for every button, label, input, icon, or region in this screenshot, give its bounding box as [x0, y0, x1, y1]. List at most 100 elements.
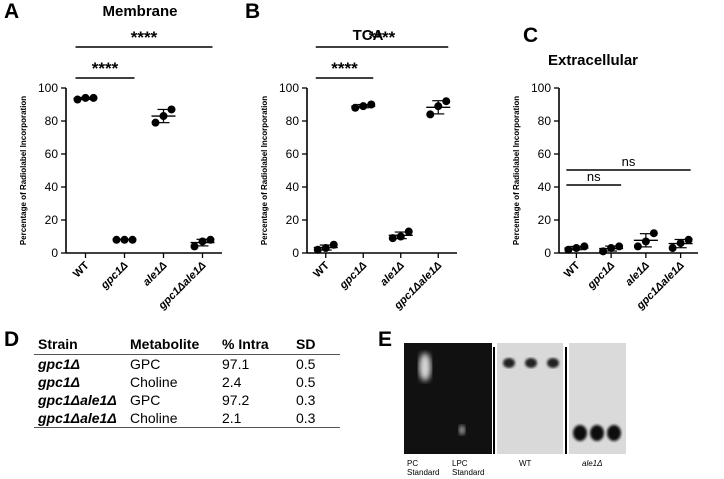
y-tick-label: 60: [45, 147, 59, 161]
data-point: [120, 235, 129, 244]
data-point: [633, 242, 642, 251]
table-row: gpc1Δale1Δ GPC 97.2 0.3: [34, 391, 340, 409]
panel-letter-a: A: [4, 0, 20, 23]
cell-intra: 2.4: [222, 374, 242, 390]
table-row: gpc1Δ GPC 97.1 0.5: [34, 355, 340, 374]
y-tick-label: 20: [45, 213, 59, 227]
data-point: [564, 245, 573, 254]
ale1-band: [607, 425, 621, 441]
significance-label: ****: [92, 59, 119, 78]
x-tick-label: ale1Δ: [623, 260, 652, 289]
data-point: [404, 227, 413, 236]
tlc-gel-image: [404, 343, 626, 454]
cell-metabolite: GPC: [130, 392, 161, 408]
data-point: [190, 242, 199, 251]
y-tick-label: 80: [286, 114, 300, 128]
data-point: [434, 102, 443, 111]
cell-metabolite: GPC: [130, 356, 161, 372]
y-tick-label: 0: [51, 246, 58, 260]
y-axis-label: Percentage of Radiolabel Incorporation: [19, 96, 28, 245]
significance-label: ****: [331, 59, 358, 78]
extracellular-chart: Extracellular Percentage of Radiolabel In…: [512, 52, 698, 313]
y-tick-label: 40: [538, 180, 552, 194]
x-tick-label: gpc1Δ: [585, 260, 618, 293]
y-axis-label: Percentage of Radiolabel Incorporation: [512, 96, 521, 245]
data-point: [426, 110, 435, 119]
data-point: [81, 93, 90, 102]
y-tick-label: 100: [279, 81, 299, 95]
data-point: [73, 95, 82, 104]
x-tick-label: WT: [562, 259, 583, 280]
cell-sd: 0.5: [296, 374, 316, 390]
data-point: [572, 244, 581, 253]
lane-divider: [493, 347, 495, 454]
data-point: [198, 237, 207, 246]
col-header-intra: % Intra: [218, 334, 292, 355]
table-header-row: Strain Metabolite % Intra SD: [34, 334, 340, 355]
data-point: [151, 118, 160, 127]
significance-label: ns: [587, 169, 601, 184]
data-point: [206, 235, 215, 244]
lpc-standard-spot: [459, 425, 465, 435]
x-tick-label: WT: [311, 259, 332, 280]
cell-sd: 0.3: [296, 392, 316, 408]
data-point: [313, 245, 322, 254]
y-tick-label: 60: [538, 147, 552, 161]
x-tick-label: ale1Δ: [378, 260, 407, 289]
membrane-chart: Membrane Percentage of Radiolabel Incorpo…: [19, 3, 222, 313]
y-tick-label: 100: [38, 81, 58, 95]
y-tick-label: 20: [286, 213, 300, 227]
col-header-strain: Strain: [34, 334, 126, 355]
x-tick-label: gpc1Δ: [98, 260, 131, 293]
ale1-band: [590, 425, 604, 441]
data-point: [329, 240, 338, 249]
panel-letter-d: D: [4, 328, 20, 351]
cell-metabolite: Choline: [130, 374, 178, 390]
y-tick-label: 40: [45, 180, 59, 194]
data-point: [128, 235, 137, 244]
wt-band: [503, 358, 515, 368]
ale1-band: [573, 425, 587, 441]
data-point: [359, 102, 368, 111]
significance-label: ****: [369, 28, 396, 47]
data-point: [167, 105, 176, 114]
x-tick-label: WT: [71, 259, 92, 280]
cell-sd: 0.5: [296, 356, 316, 372]
y-tick-label: 80: [538, 114, 552, 128]
table-row: gpc1Δ Choline 2.4 0.5: [34, 373, 340, 391]
gel-label-pc-standard: PC Standard: [407, 459, 440, 477]
y-tick-label: 40: [286, 180, 300, 194]
data-point: [112, 235, 121, 244]
y-tick-label: 100: [531, 81, 551, 95]
cell-metabolite: Choline: [126, 409, 218, 428]
data-point: [599, 247, 608, 256]
cell-strain: gpc1Δale1Δ: [38, 392, 117, 408]
lane-divider: [565, 347, 567, 454]
standards-lane-background: [404, 343, 492, 454]
x-tick-label: ale1Δ: [141, 260, 170, 289]
wt-band: [525, 358, 537, 368]
cell-strain: gpc1Δ: [38, 374, 81, 390]
data-point: [607, 244, 616, 253]
data-point: [641, 237, 650, 246]
panel-letter-e: E: [378, 328, 393, 351]
data-point: [615, 242, 624, 251]
data-point: [159, 112, 168, 121]
data-point: [649, 229, 658, 238]
data-point: [580, 242, 589, 251]
y-tick-label: 0: [292, 246, 299, 260]
cell-strain: gpc1Δale1Δ: [34, 409, 126, 428]
data-point: [321, 244, 330, 253]
chart-title: TCA: [353, 27, 384, 44]
gel-label-wt: WT: [519, 459, 532, 468]
cell-intra: 2.1: [218, 409, 292, 428]
chart-title: Membrane: [102, 3, 177, 20]
significance-label: ns: [622, 154, 636, 169]
col-header-sd: SD: [292, 334, 340, 355]
data-point: [367, 100, 376, 109]
cell-strain: gpc1Δ: [38, 356, 81, 372]
tca-chart: TCA Percentage of Radiolabel Incorporatio…: [260, 27, 457, 313]
data-point: [89, 93, 98, 102]
pc-standard-spot: [419, 353, 431, 381]
table-row: gpc1Δale1Δ Choline 2.1 0.3: [34, 409, 340, 428]
